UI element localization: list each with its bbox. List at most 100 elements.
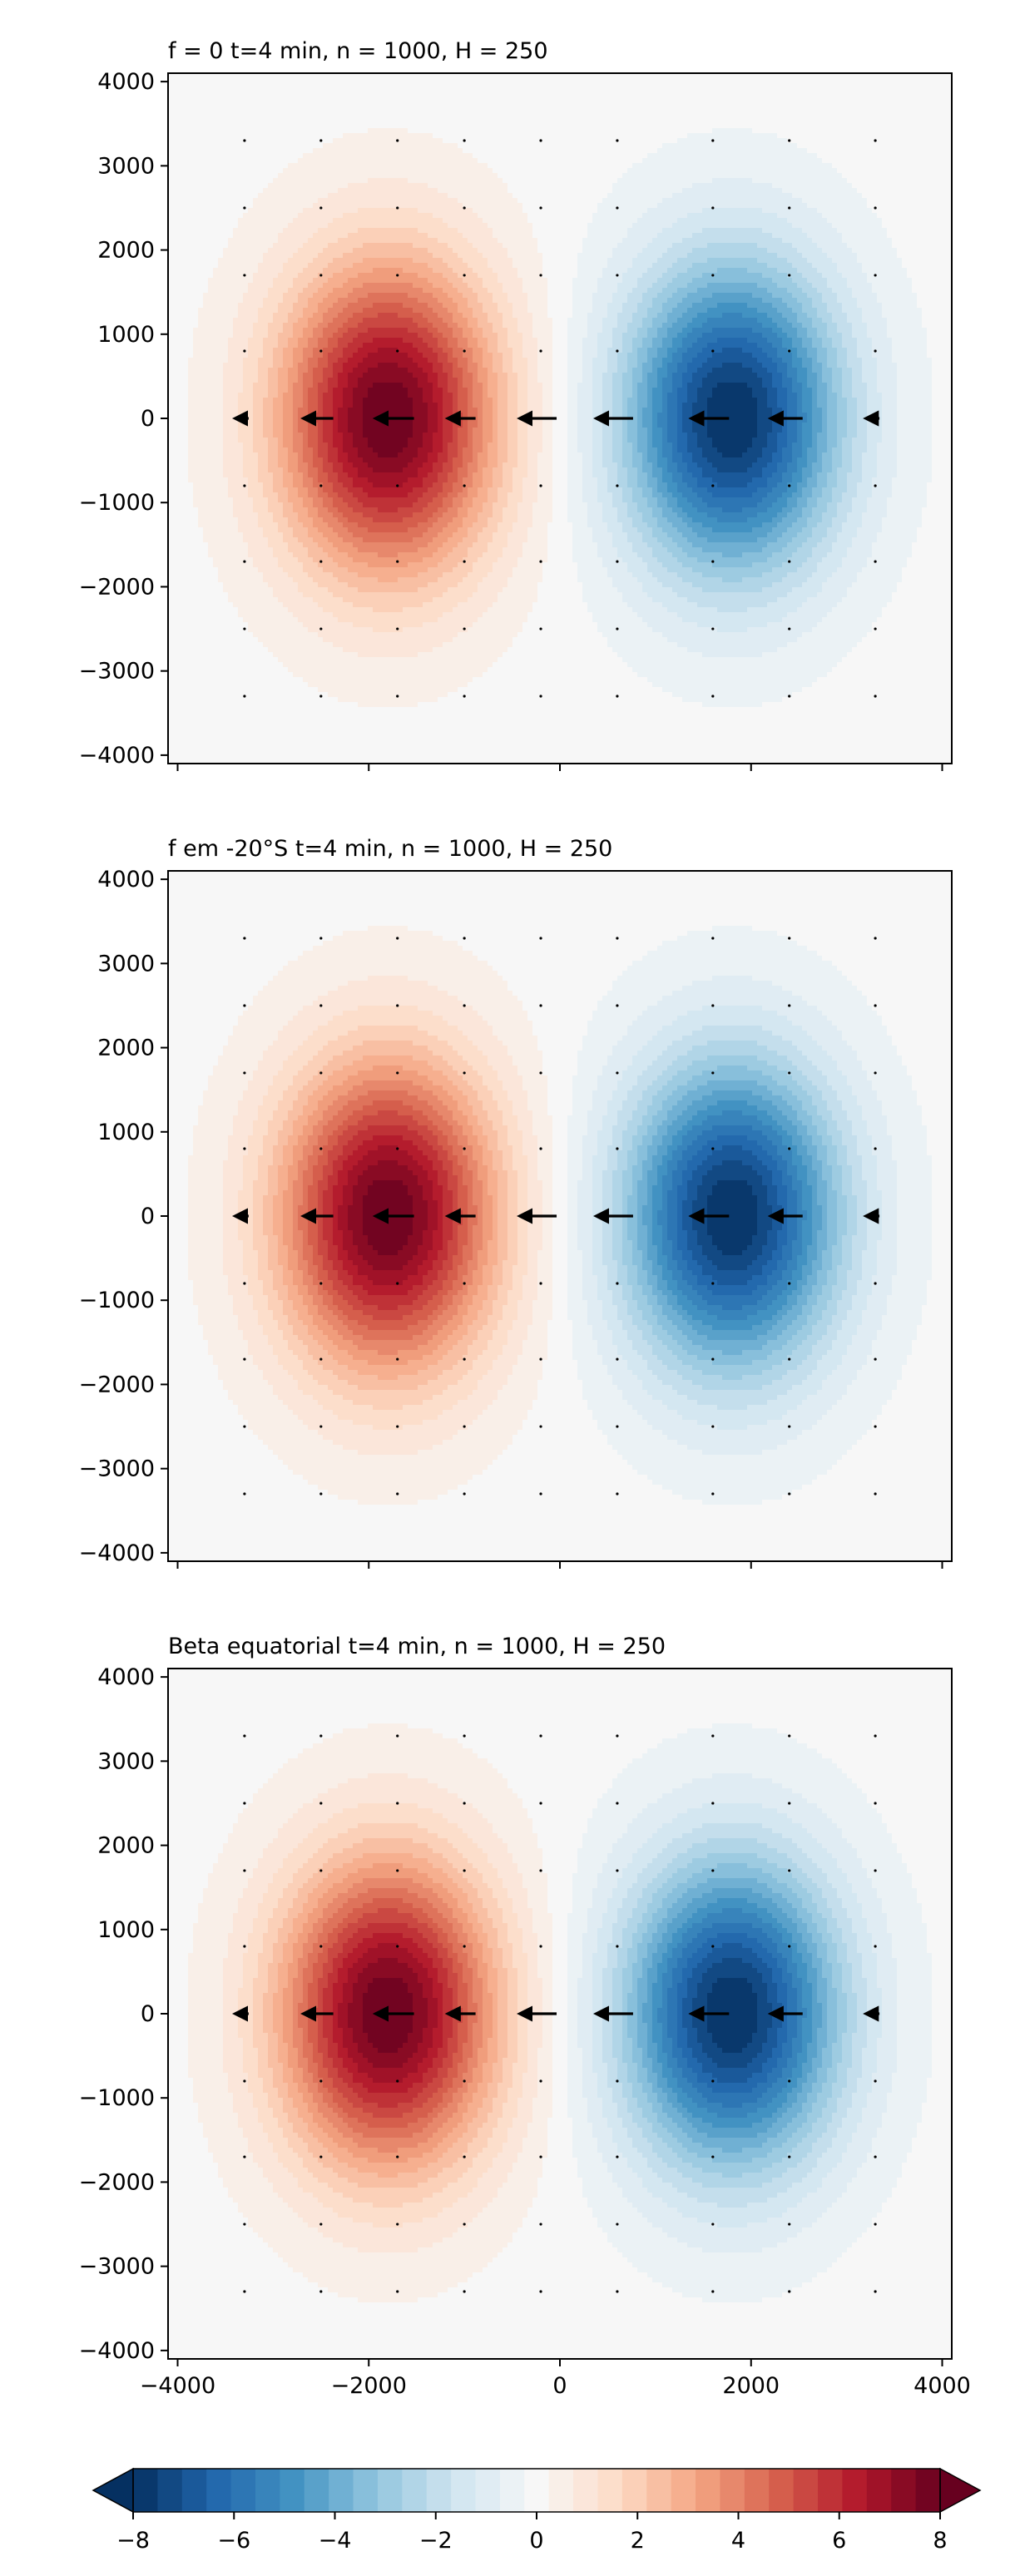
contour-cell <box>178 108 184 114</box>
contour-cell <box>797 108 803 114</box>
contour-cell <box>902 203 908 209</box>
contour-cell <box>612 193 618 199</box>
contour-cell <box>193 208 199 214</box>
contour-cell <box>208 223 214 229</box>
contour-cell <box>428 148 433 154</box>
contour-cell <box>617 223 623 229</box>
contour-cell <box>872 113 878 119</box>
contour-cell <box>612 98 618 104</box>
contour-cell <box>612 108 618 114</box>
contour-cell <box>902 218 908 224</box>
contour-cell <box>448 228 453 234</box>
contour-cell <box>498 118 503 124</box>
contour-cell <box>857 158 863 164</box>
contour-cell <box>547 148 553 154</box>
contour-cell <box>517 133 523 139</box>
contour-cell <box>398 188 404 194</box>
contour-cell <box>587 183 593 189</box>
contour-cell <box>358 123 364 129</box>
contour-cell <box>612 223 618 229</box>
contour-cell <box>268 153 274 159</box>
contour-cell <box>567 153 573 159</box>
contour-cell <box>353 193 359 199</box>
contour-cell <box>942 98 948 104</box>
contour-cell <box>737 138 743 144</box>
contour-cell <box>747 153 753 159</box>
contour-cell <box>617 113 623 119</box>
contour-cell <box>612 188 618 194</box>
contour-cell <box>458 138 463 144</box>
contour-cell <box>722 218 728 224</box>
contour-cell <box>353 228 359 234</box>
contour-cell <box>522 173 528 179</box>
contour-cell <box>483 93 488 99</box>
contour-cell <box>782 88 788 94</box>
contour-cell <box>278 143 284 149</box>
contour-cell <box>552 193 558 199</box>
contour-cell <box>493 103 498 109</box>
contour-cell <box>438 173 443 179</box>
contour-cell <box>388 83 394 89</box>
contour-cell <box>547 193 553 199</box>
contour-cell <box>508 198 513 204</box>
contour-cell <box>283 158 289 164</box>
contour-cell <box>283 103 289 109</box>
contour-cell <box>662 98 668 104</box>
contour-cell <box>582 103 588 109</box>
contour-cell <box>373 158 379 164</box>
contour-cell <box>787 108 793 114</box>
contour-cell <box>587 158 593 164</box>
contour-cell <box>752 228 758 234</box>
contour-cell <box>672 123 678 129</box>
contour-cell <box>642 163 648 169</box>
contour-cell <box>188 228 194 234</box>
contour-cell <box>398 113 404 119</box>
contour-cell <box>178 153 184 159</box>
contour-cell <box>632 98 638 104</box>
contour-cell <box>862 108 868 114</box>
contour-cell <box>278 173 284 179</box>
contour-cell <box>288 93 294 99</box>
contour-cell <box>343 198 349 204</box>
contour-cell <box>393 173 399 179</box>
contour-cell <box>478 213 483 219</box>
contour-cell <box>932 173 938 179</box>
contour-cell <box>223 143 229 149</box>
contour-cell <box>253 93 259 99</box>
contour-cell <box>413 118 418 124</box>
contour-cell <box>353 213 359 219</box>
contour-cell <box>258 178 264 184</box>
contour-cell <box>263 173 269 179</box>
contour-cell <box>867 148 873 154</box>
contour-cell <box>233 158 239 164</box>
contour-cell <box>847 103 853 109</box>
contour-cell <box>777 193 783 199</box>
contour-cell <box>692 183 698 189</box>
contour-cell <box>927 153 933 159</box>
contour-cell <box>802 118 808 124</box>
contour-cell <box>522 78 528 84</box>
contour-cell <box>612 168 618 174</box>
contour-cell <box>852 203 858 209</box>
contour-cell <box>637 113 643 119</box>
contour-cell <box>283 168 289 174</box>
contour-cell <box>238 228 244 234</box>
contour-cell <box>597 193 603 199</box>
contour-cell <box>333 203 339 209</box>
contour-cell <box>922 203 928 209</box>
contour-cell <box>572 228 578 234</box>
contour-cell <box>293 198 299 204</box>
contour-cell <box>792 128 798 134</box>
contour-cell <box>198 173 204 179</box>
contour-cell <box>772 208 778 214</box>
contour-cell <box>787 123 793 129</box>
contour-cell <box>238 133 244 139</box>
contour-cell <box>303 83 309 89</box>
contour-cell <box>378 178 384 184</box>
contour-cell <box>642 178 648 184</box>
contour-cell <box>747 88 753 94</box>
contour-cell <box>647 128 653 134</box>
contour-cell <box>562 93 568 99</box>
contour-cell <box>363 163 369 169</box>
contour-cell <box>283 188 289 194</box>
